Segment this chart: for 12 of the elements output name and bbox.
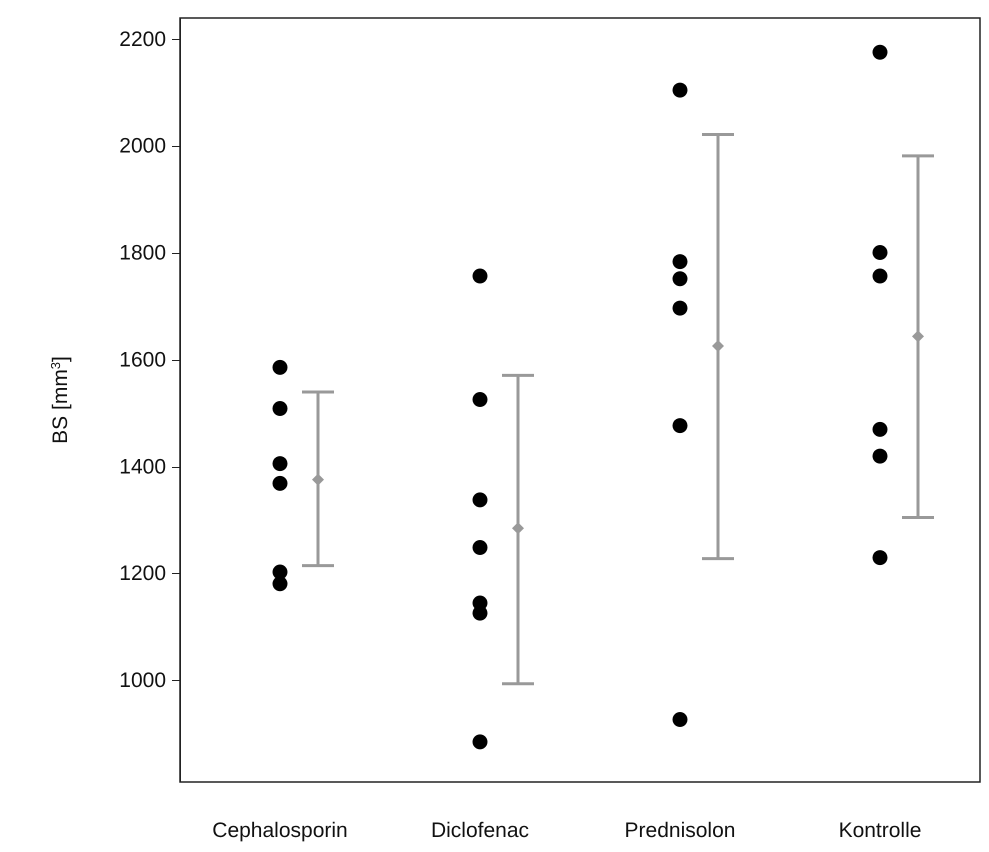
y-tick-label: 1000: [119, 668, 166, 692]
x-tick-label: Diclofenac: [430, 819, 530, 842]
y-axis-title: BS [mm3]: [48, 356, 72, 444]
y-tick-label: 1600: [119, 348, 166, 372]
y-tick-label: 1800: [119, 242, 166, 265]
y-tick-label: 1200: [119, 562, 166, 586]
y-tick-label: 2200: [119, 28, 166, 51]
x-tick-label: Prednisolon: [624, 819, 736, 842]
y-tick-label: 2000: [119, 134, 166, 158]
y-tick-label: 1400: [119, 455, 166, 478]
x-tick-label: Cephalosporin: [212, 819, 348, 842]
x-tick-label: Kontrolle: [838, 819, 922, 842]
